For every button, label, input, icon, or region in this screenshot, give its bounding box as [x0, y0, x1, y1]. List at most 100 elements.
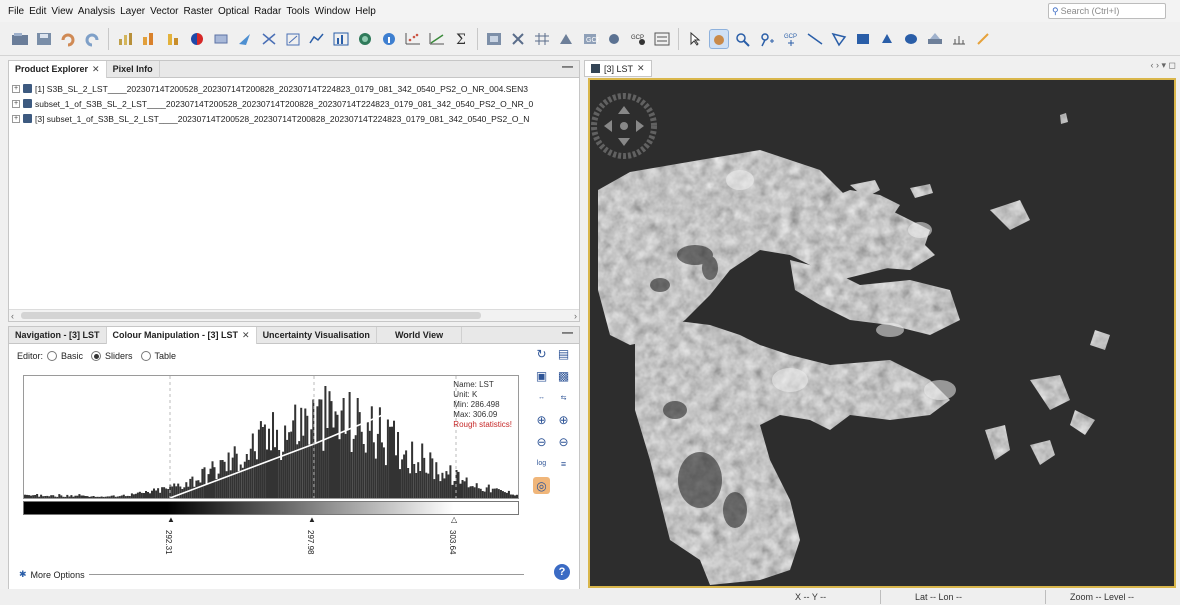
tab-image-view[interactable]: [3] LST ✕ [584, 60, 652, 77]
rectangle-drawing-icon[interactable] [853, 29, 873, 49]
band-maths-icon[interactable]: GCP [580, 29, 600, 49]
zoom-out-horizontal-icon[interactable]: ⊖ [536, 434, 547, 449]
import-icon[interactable]: ▣ [535, 368, 548, 383]
product-tree-item[interactable]: + [3] subset_1_of_S3B_SL_2_LST____202307… [9, 111, 579, 126]
profile-plot-icon[interactable] [331, 29, 351, 49]
spectrum-icon[interactable] [307, 29, 327, 49]
open-product-icon[interactable] [10, 29, 30, 49]
more-info-icon[interactable]: ◎ [533, 477, 550, 494]
zoom-in-vertical-icon[interactable]: ⊕ [558, 412, 569, 427]
tab-pixel-info[interactable]: Pixel Info [107, 60, 160, 78]
image-view[interactable] [588, 78, 1176, 588]
tab-product-explorer[interactable]: Product Explorer ✕ [9, 60, 107, 78]
view-window-controls[interactable]: ‹ › ▾ ◻ [1150, 60, 1176, 70]
log-scale-icon[interactable]: log [536, 460, 547, 467]
menu-help[interactable]: Help [355, 5, 376, 17]
scroll-right-icon[interactable]: › [574, 310, 577, 321]
tab-uncertainty-visualisation[interactable]: Uncertainty Visualisation [257, 326, 377, 344]
vector-icon[interactable] [259, 29, 279, 49]
sigma-statistics-icon[interactable]: Σ [451, 29, 471, 49]
pixel-info-icon[interactable]: GCP [628, 29, 648, 49]
menu-view[interactable]: View [51, 5, 73, 17]
table-view-icon[interactable]: ≡ [560, 458, 567, 469]
information-icon[interactable] [379, 29, 399, 49]
expand-icon[interactable]: + [12, 114, 20, 123]
scrollbar-thumb[interactable] [21, 312, 481, 319]
polygon-drawing-icon[interactable] [829, 29, 849, 49]
cursor-sync-icon[interactable] [949, 29, 969, 49]
zoom-tool-icon[interactable] [733, 29, 753, 49]
navigation-icon[interactable] [235, 29, 255, 49]
distribute-evenly-icon[interactable]: ↔ [538, 394, 545, 401]
slider-handle-icon[interactable]: ▲ [167, 515, 175, 524]
menu-raster[interactable]: Raster [183, 5, 213, 17]
bar-chart-icon[interactable] [115, 29, 135, 49]
minimize-icon[interactable]: — [562, 327, 573, 339]
menu-vector[interactable]: Vector [150, 5, 179, 17]
gcp-icon[interactable] [556, 29, 576, 49]
editor-basic-radio[interactable] [47, 351, 58, 361]
range-finder-icon[interactable] [925, 29, 945, 49]
expand-icon[interactable]: + [12, 99, 20, 108]
line-drawing-icon[interactable] [805, 29, 825, 49]
select-tool-icon[interactable] [685, 29, 705, 49]
menu-edit[interactable]: Edit [29, 5, 47, 17]
bar-chart-yellow-icon[interactable] [163, 29, 183, 49]
pan-tool-icon[interactable] [709, 28, 729, 49]
help-icon[interactable]: ? [554, 564, 570, 580]
minimize-icon[interactable]: — [562, 61, 573, 73]
search-box[interactable]: ⚲ Search (Ctrl+I) [1048, 3, 1166, 19]
expand-icon[interactable]: + [12, 84, 20, 93]
toolbar-overflow-icon-2[interactable] [973, 29, 993, 49]
zoom-in-horizontal-icon[interactable]: ⊕ [536, 412, 547, 427]
multiple-apply-icon[interactable]: ▤ [557, 346, 570, 361]
close-icon[interactable]: ✕ [92, 63, 100, 74]
product-tree-item[interactable]: + [1] S3B_SL_2_LST____20230714T200528_20… [9, 81, 579, 96]
expand-more-icon[interactable]: ✱ [19, 569, 27, 579]
navigation-control[interactable] [591, 93, 657, 159]
scatter-plot-icon[interactable] [403, 29, 423, 49]
horizontal-scrollbar[interactable]: ‹ › [9, 309, 579, 321]
undo-icon[interactable] [58, 29, 78, 49]
cloud-icon[interactable] [877, 29, 897, 49]
menu-analysis[interactable]: Analysis [77, 5, 116, 17]
bar-chart-orange-icon[interactable] [139, 29, 159, 49]
toolbar-overflow-icon[interactable] [652, 29, 672, 49]
close-icon[interactable]: ✕ [242, 329, 250, 340]
menu-radar[interactable]: Radar [254, 5, 282, 17]
gcp-placing-icon[interactable]: GCP [781, 29, 801, 49]
tab-colour-manipulation[interactable]: Colour Manipulation - [3] LST ✕ [106, 326, 257, 344]
layer-icon[interactable] [211, 29, 231, 49]
pins-icon[interactable] [508, 29, 528, 49]
menu-optical[interactable]: Optical [217, 5, 250, 17]
product-tree-item[interactable]: + subset_1_of_S3B_SL_2_LST____20230714T2… [9, 96, 579, 111]
slider-value-label[interactable]: 297.98 [306, 530, 315, 555]
slider-handle-icon[interactable]: ▲ [308, 515, 316, 524]
slider-value-label[interactable]: 292.31 [164, 530, 173, 555]
editor-table-radio[interactable] [140, 351, 151, 361]
pin-placing-icon[interactable] [757, 29, 777, 49]
grid-icon[interactable] [532, 29, 552, 49]
redo-icon[interactable] [82, 29, 102, 49]
range-percent-icon[interactable]: ⇆ [560, 394, 567, 402]
editor-sliders-radio[interactable] [91, 351, 102, 361]
save-product-icon[interactable] [34, 29, 54, 49]
draw-icon[interactable] [283, 29, 303, 49]
slider-handle-icon[interactable]: △ [451, 515, 458, 524]
menu-file[interactable]: File [8, 5, 25, 17]
world-map-icon[interactable] [355, 29, 375, 49]
menu-tools[interactable]: Tools [286, 5, 310, 17]
mask-icon[interactable] [484, 29, 504, 49]
histogram[interactable]: Name: LST Unit: K Min: 286.498 Max: 306.… [23, 375, 519, 499]
slider-value-label[interactable]: 303.64 [448, 530, 457, 555]
zoom-out-vertical-icon[interactable]: ⊖ [558, 434, 569, 449]
close-icon[interactable]: ✕ [637, 63, 645, 73]
export-icon[interactable]: ▩ [557, 368, 570, 383]
tab-world-view[interactable]: World View [377, 326, 463, 344]
colour-manipulation-icon[interactable] [187, 29, 207, 49]
menu-layer[interactable]: Layer [120, 5, 146, 17]
colour-gradient-bar[interactable] [23, 501, 519, 515]
reset-icon[interactable]: ↻ [536, 346, 547, 361]
ellipse-drawing-icon[interactable] [901, 29, 921, 49]
menu-window[interactable]: Window [314, 5, 351, 17]
